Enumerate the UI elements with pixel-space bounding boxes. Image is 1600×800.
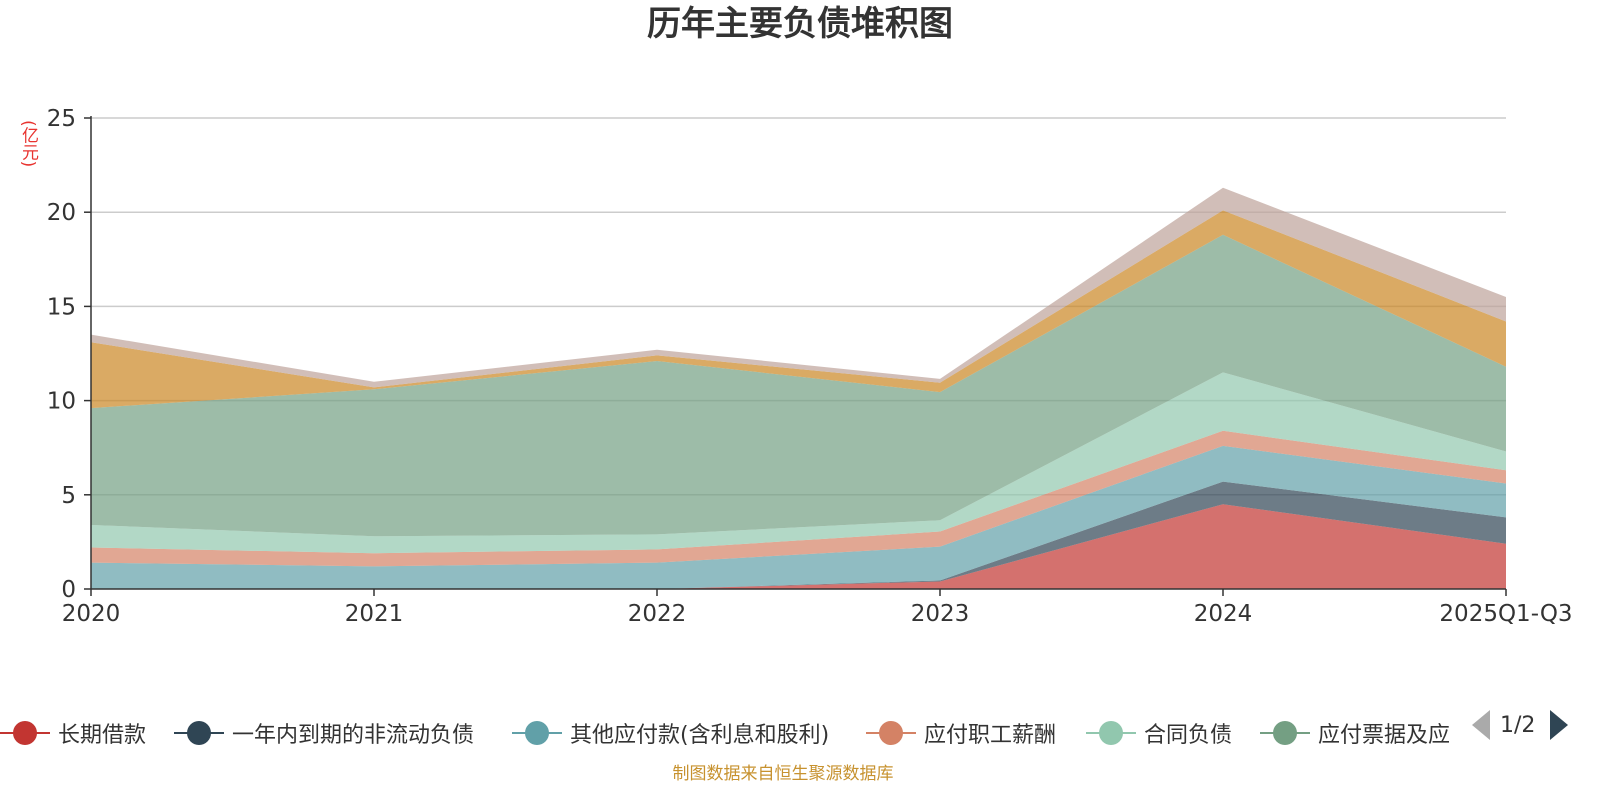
legend-marker-icon xyxy=(0,716,50,750)
y-tick-label: 0 xyxy=(61,577,76,603)
legend-item-label: 一年内到期的非流动负债 xyxy=(232,723,475,748)
stacked-areas xyxy=(91,187,1506,589)
legend-marker-icon xyxy=(174,716,224,750)
x-tick-label: 2024 xyxy=(1194,601,1253,627)
legend-prev-page-icon[interactable] xyxy=(1472,710,1490,740)
legend-marker-icon xyxy=(866,716,916,750)
x-tick-label: 2022 xyxy=(628,601,687,627)
y-tick-label: 15 xyxy=(47,294,76,320)
x-tick-labels: 2020 2021 2022 2023 2024 2025Q1-Q3 xyxy=(62,601,1573,627)
legend-item-label: 其他应付款(含利息和股利) xyxy=(570,723,830,748)
legend-item[interactable]: 其他应付款(含利息和股利) xyxy=(512,716,829,750)
y-tick-label: 25 xyxy=(47,106,76,132)
x-tick-label: 2025Q1-Q3 xyxy=(1439,601,1572,627)
legend-item[interactable]: 应付票据及应 xyxy=(1260,716,1450,750)
legend-page-indicator: 1/2 xyxy=(1500,713,1536,738)
area-chart: 0 5 10 15 20 25 2020 2021 2022 2023 2024 2025Q1-Q3 xyxy=(47,106,1573,627)
legend-marker-icon xyxy=(1086,716,1136,750)
y-tick-label: 10 xyxy=(47,389,76,415)
area-series-1 xyxy=(91,504,1506,589)
x-tick-label: 2020 xyxy=(62,601,121,627)
area-series-7 xyxy=(91,210,1506,409)
area-series-2 xyxy=(91,481,1506,589)
legend-item-label: 应付职工薪酬 xyxy=(924,723,1057,748)
legend-item[interactable]: 合同负债 xyxy=(1086,716,1232,750)
axes xyxy=(84,116,1507,596)
legend-item-label: 合同负债 xyxy=(1144,723,1233,748)
legend-next-page-icon[interactable] xyxy=(1550,710,1568,740)
legend: 长期借款 一年内到期的非流动负债 其他应付款(含利息和股利) 应付职工薪酬 合同负债 应付… xyxy=(0,716,1486,750)
source-note: 制图数据来自恒生聚源数据库 xyxy=(672,764,894,784)
legend-item-label: 长期借款 xyxy=(58,723,147,748)
area-series-8 xyxy=(91,187,1506,388)
legend-item[interactable]: 一年内到期的非流动负债 xyxy=(174,716,474,750)
chart-title: 历年主要负债堆积图 xyxy=(647,4,953,44)
y-tick-label: 5 xyxy=(61,483,76,509)
x-tick-label: 2021 xyxy=(345,601,404,627)
legend-marker-icon xyxy=(1260,716,1310,750)
area-series-3 xyxy=(91,445,1506,589)
area-series-6 xyxy=(91,234,1506,537)
area-series-4 xyxy=(91,430,1506,567)
legend-marker-icon xyxy=(512,716,562,750)
legend-item[interactable]: 应付职工薪酬 xyxy=(866,716,1056,750)
y-tick-labels: 0 5 10 15 20 25 xyxy=(47,106,76,603)
legend-pager: 1/2 xyxy=(1470,706,1600,746)
x-tick-label: 2023 xyxy=(911,601,970,627)
area-series-5 xyxy=(91,372,1506,554)
y-tick-label: 20 xyxy=(47,200,76,226)
legend-item[interactable]: 长期借款 xyxy=(0,716,146,750)
legend-item-label: 应付票据及应 xyxy=(1318,723,1451,748)
y-axis-unit-label: (亿元) xyxy=(18,120,38,168)
